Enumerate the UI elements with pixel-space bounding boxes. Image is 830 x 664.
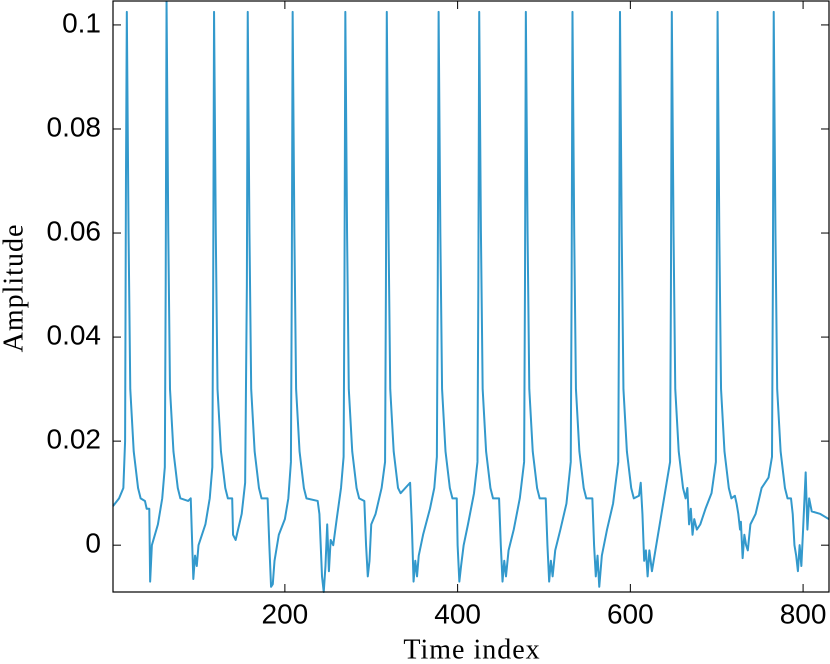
data-line [112, 0, 830, 593]
x-tick-label: 200 [262, 598, 309, 629]
y-tick-label: 0.02 [47, 424, 102, 455]
plot-frame [112, 0, 830, 593]
y-tick-label: 0.08 [47, 111, 102, 142]
y-tick-label: 0.1 [62, 7, 101, 38]
y-axis-label: Amplitude [0, 224, 29, 353]
y-tick-label: 0.06 [47, 215, 102, 246]
x-tick-label: 800 [780, 598, 827, 629]
y-tick-label: 0 [85, 528, 101, 559]
x-tick-label: 400 [434, 598, 481, 629]
y-tick-label: 0.04 [47, 319, 102, 350]
x-axis-label: Time index [403, 634, 540, 664]
x-tick-label: 600 [607, 598, 654, 629]
